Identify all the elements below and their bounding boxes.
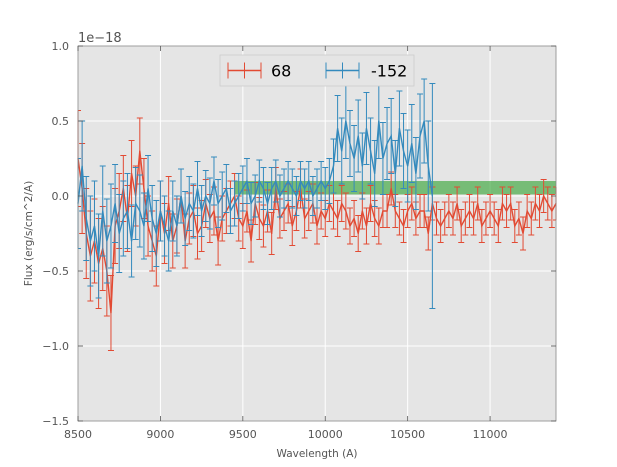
- x-tick-label: 11000: [473, 428, 508, 441]
- legend-label-minus-152: -152: [371, 62, 407, 81]
- series-line: [77, 120, 434, 257]
- legend: 68 -152: [219, 54, 415, 87]
- x-tick-label: 9000: [146, 428, 174, 441]
- legend-symbol-68: [227, 62, 262, 79]
- ticks: 8500 9000 9500 10000 10500 11000 −1.5 −1.0 −0.5 0…: [42, 40, 557, 441]
- y-tick-label: −1.0: [42, 340, 69, 353]
- series-minus-152: [77, 78, 436, 309]
- y-axis-label: Flux (erg/s/cm^2/A): [23, 181, 35, 286]
- y-offset-label: 1e−18: [78, 31, 122, 46]
- legend-item-minus-152: -152: [325, 62, 407, 81]
- y-tick-label: 1.0: [52, 40, 70, 53]
- x-tick-label: 10000: [308, 428, 343, 441]
- series-layer: [77, 78, 557, 351]
- y-tick-label: 0.0: [52, 190, 70, 203]
- legend-label-68: 68: [271, 62, 291, 81]
- plot-frame: [77, 45, 557, 422]
- y-tick-label: −0.5: [42, 265, 69, 278]
- legend-symbol-minus-152: [325, 62, 360, 79]
- legend-item-68: 68: [227, 62, 291, 81]
- x-tick-label: 9500: [229, 428, 257, 441]
- x-tick-label: 10500: [390, 428, 425, 441]
- x-axis-label: Wavelength (A): [276, 448, 357, 460]
- x-tick-label: 8500: [64, 428, 92, 441]
- y-tick-label: 0.5: [52, 115, 70, 128]
- y-tick-label: −1.5: [42, 415, 69, 428]
